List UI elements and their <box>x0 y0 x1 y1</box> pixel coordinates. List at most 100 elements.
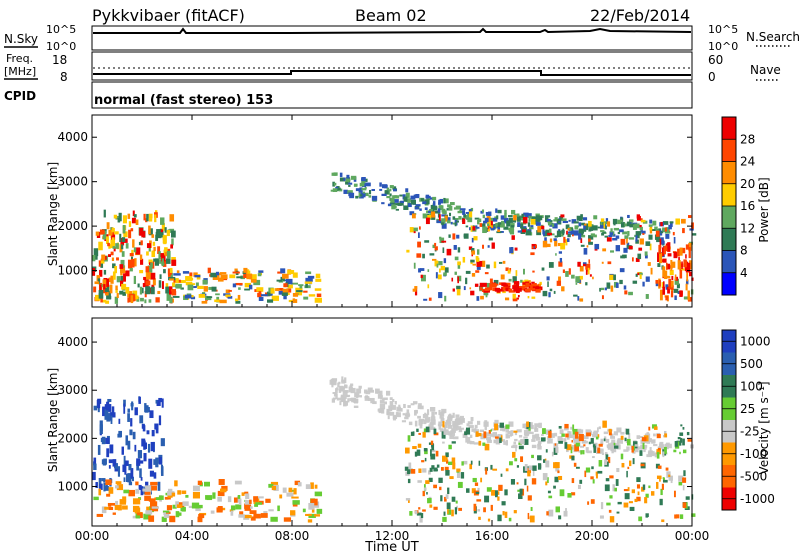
scatter-cell <box>607 456 611 464</box>
scatter-cell <box>658 252 663 264</box>
scatter-cell <box>148 247 151 252</box>
scatter-cell <box>473 442 480 445</box>
scatter-cell <box>100 437 105 443</box>
scatter-cell <box>287 284 293 289</box>
scatter-cell <box>363 192 369 197</box>
scatter-cell <box>548 495 553 499</box>
scatter-cell <box>96 400 101 409</box>
scatter-cell <box>108 254 111 257</box>
scatter-cell <box>142 425 146 432</box>
scatter-cell <box>532 470 535 476</box>
scatter-cell <box>505 424 510 429</box>
scatter-cell <box>553 219 558 222</box>
scatter-cell <box>459 209 462 213</box>
scatter-cell <box>128 229 132 239</box>
scatter-cell <box>677 436 681 440</box>
scatter-cell <box>643 449 646 453</box>
scatter-cell <box>592 431 597 438</box>
scatter-cell <box>238 498 242 505</box>
scatter-cell <box>574 431 579 439</box>
scatter-cell <box>140 486 144 496</box>
scatter-cell <box>171 230 176 238</box>
scatter-cell <box>562 269 565 273</box>
scatter-cell <box>106 448 110 458</box>
scatter-cell <box>182 271 190 274</box>
scatter-cell <box>425 217 430 225</box>
scatter-cell <box>425 426 430 433</box>
scatter-cell <box>580 450 583 455</box>
scatter-cell <box>347 190 353 194</box>
scatter-cell <box>545 431 549 435</box>
scatter-cell <box>420 405 424 410</box>
scatter-cell <box>456 234 460 239</box>
scatter-cell <box>474 217 480 220</box>
scatter-cell <box>686 262 691 273</box>
scatter-cell <box>513 441 517 445</box>
scatter-cell <box>418 468 422 473</box>
scatter-cell <box>477 487 480 493</box>
scatter-cell <box>601 452 605 456</box>
scatter-cell <box>222 507 226 511</box>
scatter-cell <box>151 429 155 437</box>
scatter-cell <box>139 286 143 295</box>
scatter-cell <box>574 444 580 452</box>
scatter-cell <box>362 191 366 194</box>
scatter-cell <box>634 498 638 503</box>
scatter-cell <box>454 222 457 227</box>
scatter-cell <box>560 242 566 250</box>
scatter-cell <box>470 207 474 212</box>
scatter-cell <box>158 415 162 426</box>
scatter-cell <box>105 300 110 304</box>
scatter-cell <box>343 401 347 407</box>
scatter-cell <box>553 238 557 241</box>
scatter-cell <box>510 430 514 436</box>
power-colorbar-label: Power [dB] <box>757 177 771 242</box>
scatter-cell <box>430 449 432 457</box>
scatter-cell <box>547 436 552 440</box>
scatter-cell <box>452 216 456 220</box>
scatter-cell <box>576 436 581 443</box>
scatter-cell <box>607 261 612 265</box>
scatter-cell <box>98 260 101 267</box>
scatter-cell <box>679 247 683 256</box>
scatter-cell <box>433 428 437 435</box>
scatter-cell <box>546 243 551 248</box>
scatter-cell <box>305 282 308 288</box>
scatter-cell <box>591 466 594 470</box>
scatter-cell <box>123 455 126 467</box>
scatter-cell <box>193 272 198 277</box>
scatter-cell <box>528 288 536 291</box>
scatter-cell <box>212 274 220 281</box>
scatter-cell <box>476 296 480 301</box>
scatter-cell <box>128 481 133 486</box>
scatter-cell <box>471 247 475 253</box>
scatter-cell <box>441 218 446 224</box>
scatter-cell <box>607 447 612 450</box>
scatter-cell <box>593 445 596 453</box>
scatter-cell <box>260 513 268 518</box>
freq-unit-label: [MHz] <box>4 65 36 78</box>
scatter-cell <box>531 296 536 299</box>
scatter-cell <box>416 428 419 432</box>
scatter-cell <box>451 509 454 517</box>
scatter-cell <box>505 433 509 439</box>
scatter-cell <box>146 251 149 256</box>
scatter-cell <box>580 234 586 238</box>
scatter-cell <box>621 462 625 468</box>
scatter-cell <box>598 426 601 430</box>
scatter-cell <box>577 296 580 301</box>
scatter-cell <box>314 288 322 291</box>
scatter-cell <box>380 395 383 400</box>
scatter-cell <box>280 268 286 274</box>
scatter-cell <box>432 196 437 201</box>
scatter-cell <box>656 452 660 459</box>
scatter-cell <box>605 478 610 482</box>
scatter-cell <box>356 388 362 394</box>
scatter-cell <box>469 463 473 470</box>
scatter-cell <box>423 428 428 433</box>
scatter-cell <box>571 274 575 279</box>
scatter-cell <box>537 455 542 461</box>
scatter-cell <box>99 229 105 235</box>
scatter-cell <box>504 297 510 301</box>
scatter-cell <box>501 501 506 506</box>
